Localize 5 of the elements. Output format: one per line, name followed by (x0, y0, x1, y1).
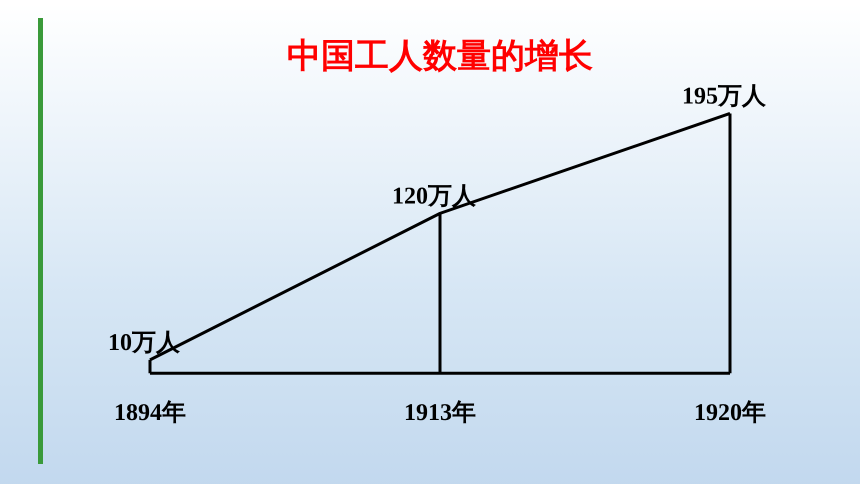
chart-title: 中国工人数量的增长 (287, 38, 593, 76)
x-tick-label: 1920年 (694, 398, 766, 426)
x-tick-label: 1894年 (114, 398, 186, 426)
data-label: 195万人 (682, 84, 767, 110)
x-tick-label: 1913年 (404, 398, 476, 426)
